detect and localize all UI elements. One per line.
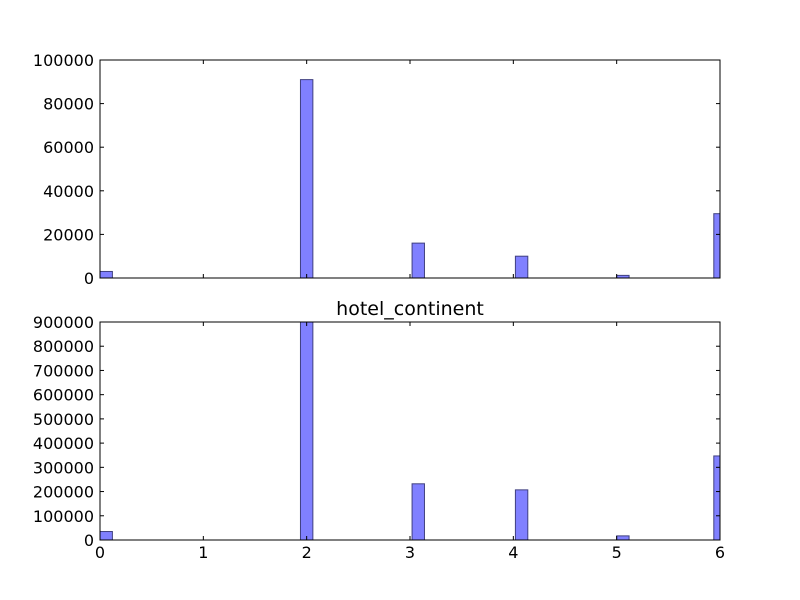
bottom-histogram-bar-0 [99,531,113,541]
bottom-histogram-bar-1 [299,321,314,541]
top-histogram-panel: 0 20000 40000 60000 80000 100000 [33,51,721,288]
bottom-histogram-panel: hotel_continent 010000020000030000040000… [33,298,725,562]
top-histogram-ytick-label-3: 60000 [43,138,94,157]
bottom-histogram-xtick-label-0: 0 [95,543,105,562]
bottom-histogram-ytick-label-8: 800000 [33,337,94,356]
bottom-histogram-title: hotel_continent [336,298,484,320]
top-histogram-y-ticks: 0 20000 40000 60000 80000 100000 [33,51,720,288]
bottom-histogram-ytick-label-4: 400000 [33,434,94,453]
bottom-histogram-y-ticks: 0 100000 200000 300000 400000 500000 600000 700… [33,313,720,550]
bottom-histogram-ytick-label-5: 500000 [33,410,94,429]
bottom-histogram-ytick-label-0: 0 [84,531,94,550]
bottom-histogram-xtick-label-5: 5 [612,543,622,562]
bottom-histogram-xtick-label-3: 3 [405,543,415,562]
top-histogram-ytick-label-0: 0 [84,269,94,288]
top-histogram-frame [99,59,721,279]
bottom-histogram-bar-4 [616,535,630,541]
bottom-histogram-xtick-label-1: 1 [198,543,208,562]
bottom-histogram-ytick-label-7: 700000 [33,361,94,380]
top-histogram-ytick-label-1: 20000 [43,225,94,244]
bottom-histogram-xtick-label-4: 4 [508,543,518,562]
bottom-histogram-xtick-label-2: 2 [302,543,312,562]
bottom-histogram-ytick-label-3: 300000 [33,458,94,477]
bottom-histogram-bar-3 [514,489,529,541]
bottom-histogram-ytick-label-9: 900000 [33,313,94,332]
top-histogram-bar-1 [299,79,314,279]
bottom-histogram-bar-5 [713,455,721,541]
bottom-histogram-bars [99,321,721,541]
top-histogram-bar-2 [411,242,425,279]
bottom-histogram-frame [99,321,721,541]
bottom-histogram-ytick-label-2: 200000 [33,483,94,502]
bottom-histogram-xtick-label-6: 6 [715,543,725,562]
top-histogram-bars [99,79,721,279]
bottom-histogram-ytick-label-6: 600000 [33,386,94,405]
top-histogram-bar-3 [514,255,529,279]
top-histogram-ytick-label-4: 80000 [43,95,94,114]
bottom-histogram-ytick-label-1: 100000 [33,507,94,526]
top-histogram-bar-0 [99,270,113,279]
bottom-histogram-bar-2 [411,483,425,541]
top-histogram-bar-5 [713,213,721,279]
top-histogram-ytick-label-5: 100000 [33,51,94,70]
top-histogram-ytick-label-2: 40000 [43,182,94,201]
